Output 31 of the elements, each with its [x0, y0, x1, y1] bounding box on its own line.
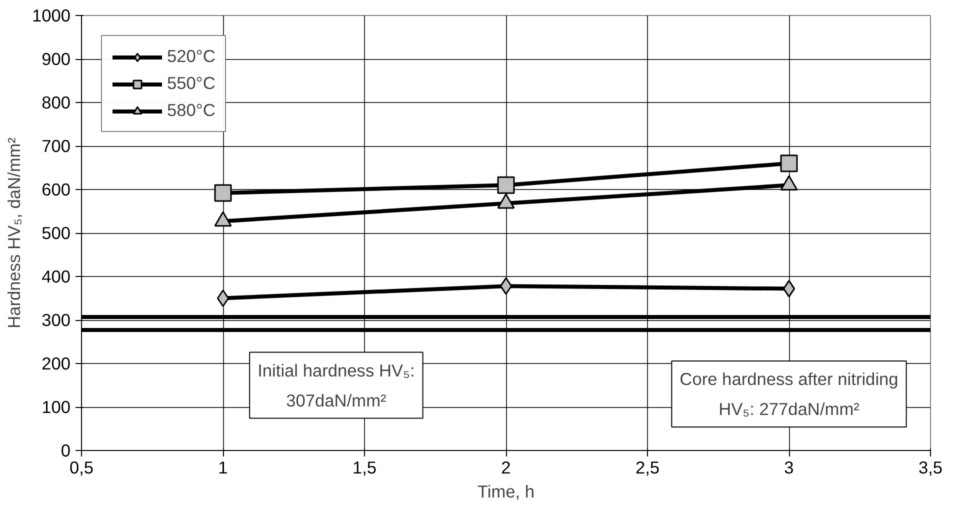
x-tick-label: 2 — [501, 458, 511, 478]
point — [782, 280, 796, 298]
point — [500, 277, 512, 295]
point — [214, 184, 232, 202]
legend-label: 520°C — [167, 46, 216, 67]
y-tick-label: 400 — [42, 266, 71, 286]
ref-line-label: Initial hardness HV₅: 307daN/mm² — [258, 360, 415, 410]
x-tick-label: 1 — [218, 458, 228, 478]
y-axis-title: Hardness HV₅, daN/mm² — [4, 137, 24, 328]
x-tick-label: 3 — [784, 458, 794, 478]
legend-label: 550°C — [167, 73, 216, 94]
y-tick-label: 0 — [60, 440, 71, 460]
point — [216, 290, 230, 307]
x-axis-title: Time, h — [477, 482, 535, 502]
y-tick-label: 200 — [42, 354, 71, 374]
x-tick-label: 3,5 — [918, 458, 943, 478]
y-tick-label: 700 — [42, 136, 71, 156]
y-tick-label: 900 — [42, 49, 71, 69]
y-tick-label: 1000 — [32, 6, 71, 26]
x-tick-label: 0,5 — [69, 458, 94, 478]
y-tick-label: 100 — [42, 397, 71, 417]
point — [497, 176, 515, 194]
point — [780, 154, 798, 172]
ref-line-label: Core hardness after nitriding HV₅: 277daN/mm² — [680, 368, 898, 419]
y-tick-label: 600 — [42, 180, 71, 200]
x-tick-label: 2,5 — [635, 458, 660, 478]
x-tick-label: 1,5 — [352, 458, 377, 478]
legend-label: 580°C — [167, 100, 216, 121]
y-tick-label: 500 — [42, 223, 71, 243]
y-tick-label: 800 — [42, 92, 71, 112]
y-tick-label: 300 — [42, 310, 71, 330]
